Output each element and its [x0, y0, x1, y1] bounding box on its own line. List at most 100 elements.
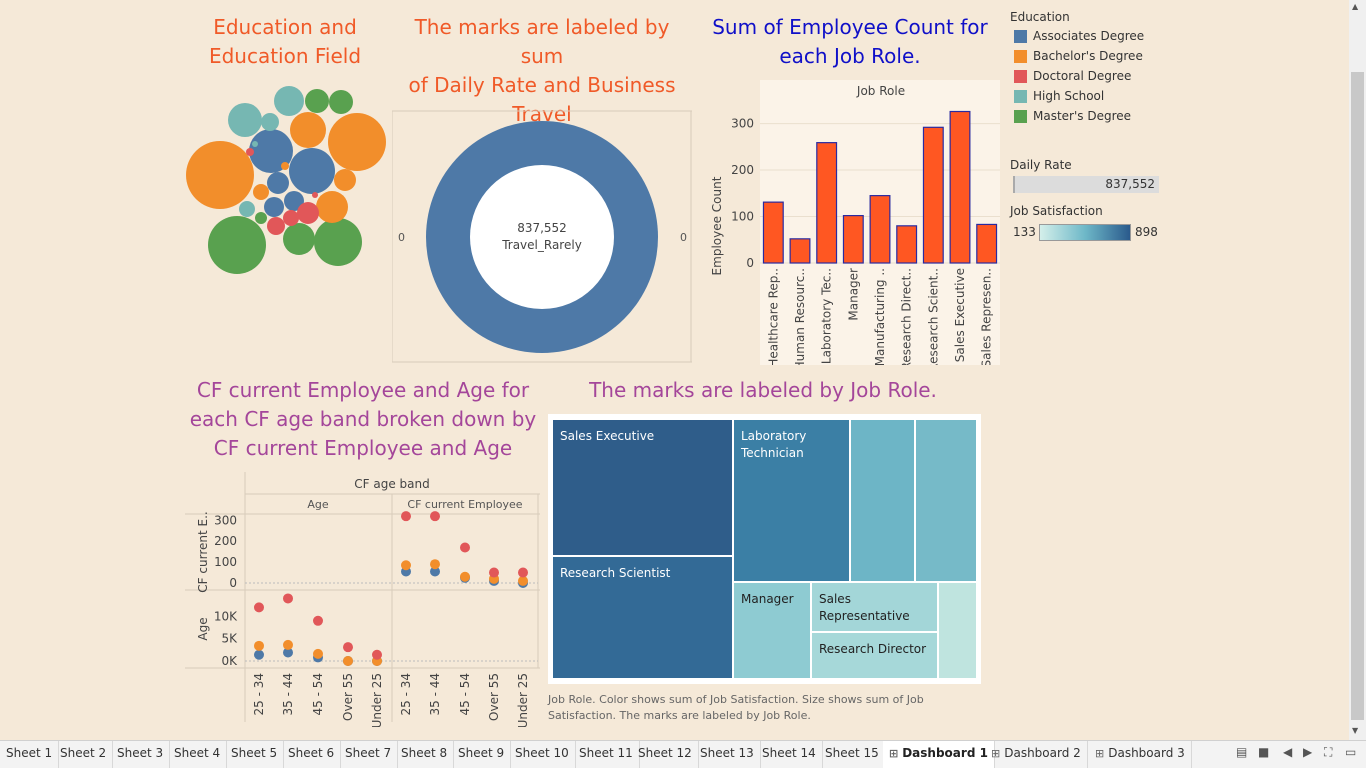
education-legend-item[interactable]: High School — [1014, 89, 1104, 103]
education-legend-item[interactable]: Master's Degree — [1014, 109, 1131, 123]
education-bubble[interactable] — [283, 210, 299, 226]
age-point[interactable] — [313, 615, 323, 626]
education-bubble[interactable] — [305, 89, 329, 113]
filmstrip-view-icon[interactable]: ▤ — [1236, 745, 1248, 759]
treemap-cell[interactable]: Sales Executive — [552, 419, 733, 556]
education-bubble[interactable] — [281, 162, 289, 170]
sheet-tab[interactable]: Sheet 7 — [339, 741, 399, 768]
sheet-tab[interactable]: Sheet 6 — [282, 741, 342, 768]
age-point[interactable] — [254, 649, 264, 660]
age-point[interactable] — [343, 656, 353, 666]
age-point[interactable] — [372, 649, 382, 660]
sheet-tab[interactable]: Sheet 14 — [756, 741, 823, 768]
cf-employee-point[interactable] — [401, 511, 411, 522]
education-bubble[interactable] — [283, 223, 315, 255]
employee-count-bar[interactable] — [869, 195, 891, 264]
education-bubble[interactable] — [246, 148, 254, 156]
scroll-down-icon[interactable]: ▼ — [1352, 726, 1359, 735]
cf-employee-point[interactable] — [518, 575, 528, 586]
education-bubble[interactable] — [267, 172, 289, 194]
employee-count-bar[interactable] — [949, 110, 971, 264]
sheet-tab[interactable]: Sheet 2 — [54, 741, 114, 768]
employee-count-bar[interactable] — [789, 238, 811, 264]
cf-employee-point[interactable] — [401, 560, 411, 571]
scroll-thumb[interactable] — [1351, 72, 1364, 720]
treemap-cell[interactable]: Laboratory Technician — [733, 419, 850, 582]
treemap-cell[interactable]: Research Director — [811, 632, 938, 679]
sheet-tab[interactable]: Sheet 9 — [452, 741, 512, 768]
education-bubble[interactable] — [261, 113, 279, 131]
education-bubble[interactable] — [239, 201, 255, 217]
education-legend-item[interactable]: Associates Degree — [1014, 29, 1144, 43]
education-bubble[interactable] — [314, 218, 362, 266]
education-bubble[interactable] — [329, 90, 353, 114]
education-legend-item[interactable]: Doctoral Degree — [1014, 69, 1131, 83]
education-bubble[interactable] — [228, 103, 262, 137]
employee-count-bar[interactable] — [842, 215, 864, 264]
education-bubble[interactable] — [328, 113, 386, 171]
education-bubble[interactable] — [249, 129, 293, 173]
age-point[interactable] — [283, 647, 293, 658]
scroll-up-icon[interactable]: ▲ — [1352, 2, 1359, 11]
cf-employee-point[interactable] — [430, 566, 440, 577]
education-bubble[interactable] — [334, 169, 356, 191]
sheet-tab[interactable]: Sheet 5 — [225, 741, 285, 768]
education-bubble[interactable] — [289, 148, 335, 194]
employee-count-bar[interactable] — [816, 142, 838, 264]
education-bubble[interactable] — [312, 192, 318, 198]
treemap-cell[interactable] — [938, 582, 977, 679]
tab-view-icon[interactable]: ■ — [1258, 745, 1270, 759]
sheet-tab[interactable]: ⊞ Dashboard 1 — [883, 741, 995, 768]
sheet-tab[interactable]: Sheet 1 — [0, 741, 60, 768]
education-bubble[interactable] — [186, 141, 254, 209]
sheet-tab[interactable]: Sheet 12 — [632, 741, 699, 768]
education-bubble[interactable] — [316, 191, 348, 223]
education-bubble[interactable] — [208, 216, 266, 274]
education-bubble[interactable] — [297, 202, 319, 224]
fullscreen-icon[interactable]: ⛶ — [1324, 745, 1333, 759]
sheet-tab[interactable]: Sheet 4 — [168, 741, 228, 768]
sheet-tab[interactable]: Sheet 3 — [111, 741, 171, 768]
cf-employee-point[interactable] — [489, 567, 499, 578]
sheet-tab[interactable]: Sheet 13 — [694, 741, 761, 768]
age-point[interactable] — [254, 602, 264, 613]
education-bubble[interactable] — [255, 212, 267, 224]
treemap-cell[interactable]: Research Scientist — [552, 556, 733, 679]
employee-count-bar[interactable] — [762, 201, 784, 264]
education-bubble[interactable] — [253, 184, 269, 200]
education-bubble[interactable] — [274, 86, 304, 116]
age-point[interactable] — [313, 648, 323, 659]
cf-employee-point[interactable] — [518, 567, 528, 578]
previous-sheet-icon[interactable]: ◀ — [1283, 745, 1293, 759]
sheet-tab[interactable]: Sheet 15 — [819, 741, 886, 768]
sheet-tab[interactable]: Sheet 10 — [509, 741, 576, 768]
sheet-tab[interactable]: ⊞ Dashboard 3 — [1089, 741, 1192, 768]
age-point[interactable] — [283, 593, 293, 604]
cf-employee-point[interactable] — [460, 542, 470, 553]
vertical-scrollbar[interactable]: ▲ ▼ — [1349, 0, 1366, 740]
employee-count-bar[interactable] — [896, 225, 918, 264]
presentation-mode-icon[interactable]: ▭ — [1345, 745, 1357, 759]
next-sheet-icon[interactable]: ▶ — [1303, 745, 1313, 759]
cf-employee-point[interactable] — [430, 559, 440, 570]
education-bubble[interactable] — [267, 217, 285, 235]
employee-count-bar[interactable] — [922, 126, 944, 264]
sheet-tab[interactable]: ⊞ Dashboard 2 — [985, 741, 1088, 768]
age-point[interactable] — [254, 640, 264, 651]
age-point[interactable] — [343, 642, 353, 653]
sheet-tab[interactable]: Sheet 11 — [573, 741, 640, 768]
cf-employee-point[interactable] — [460, 571, 470, 582]
treemap-cell[interactable]: Manager — [733, 582, 811, 679]
treemap-cell[interactable] — [850, 419, 915, 582]
employee-count-bar[interactable] — [976, 223, 998, 264]
education-bubble[interactable] — [252, 141, 258, 147]
education-bubble[interactable] — [264, 197, 284, 217]
age-point[interactable] — [283, 639, 293, 650]
education-legend-item[interactable]: Bachelor's Degree — [1014, 49, 1143, 63]
treemap-cell[interactable] — [915, 419, 977, 582]
education-bubble[interactable] — [284, 191, 304, 211]
education-bubble[interactable] — [290, 112, 326, 148]
cf-employee-point[interactable] — [430, 511, 440, 522]
sheet-tab[interactable]: Sheet 8 — [395, 741, 455, 768]
treemap-cell[interactable]: Sales Representative — [811, 582, 938, 632]
